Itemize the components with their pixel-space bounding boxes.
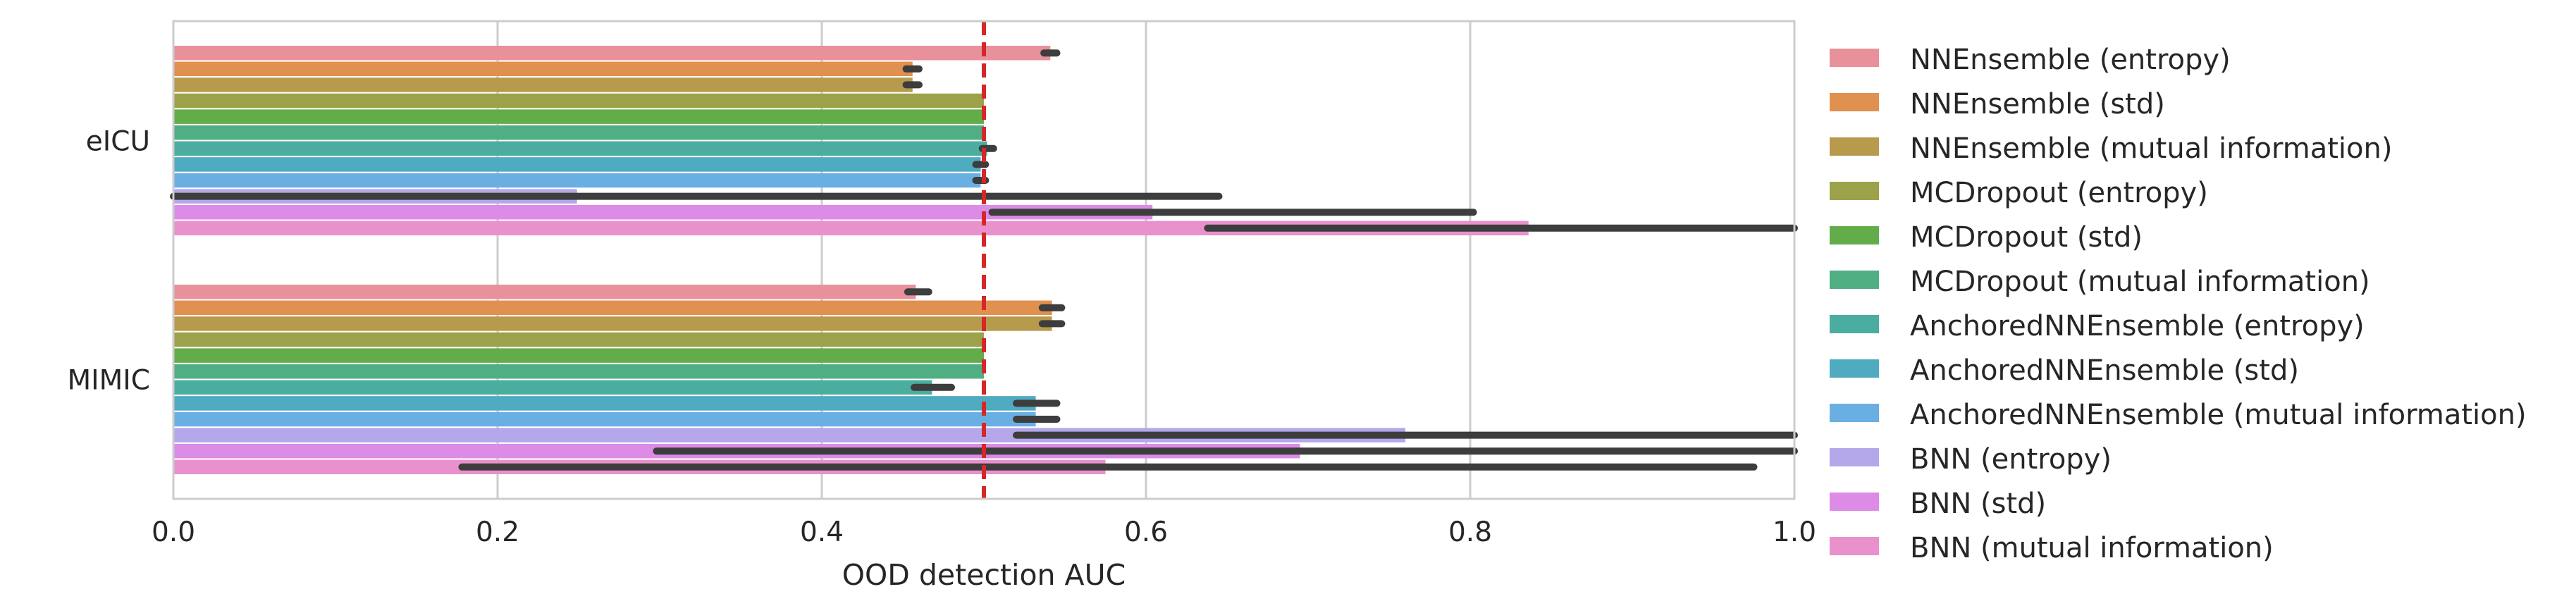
x-tick-label: 0.0 [152, 516, 195, 548]
legend-swatch [1830, 448, 1879, 466]
bar [173, 284, 916, 299]
legend-entry-label: BNN (std) [1910, 488, 2046, 520]
legend-swatch [1830, 226, 1879, 244]
legend-entry-label: BNN (mutual information) [1910, 532, 2274, 564]
legend-swatch [1830, 271, 1879, 289]
legend: NNEnsemble (entropy) NNEnsemble (std) NNEn… [1830, 44, 2527, 564]
bar [173, 364, 984, 379]
bar [173, 141, 987, 156]
legend-swatch [1830, 359, 1879, 378]
bar [173, 300, 1052, 316]
x-tick-label: 0.6 [1124, 516, 1168, 548]
bar [173, 428, 1405, 442]
bar [173, 93, 984, 109]
x-tick-label: 0.2 [476, 516, 519, 548]
legend-entry-label: MCDropout (mutual information) [1910, 266, 2370, 298]
bar [173, 316, 1052, 331]
bar [173, 204, 1153, 220]
legend-swatch [1830, 182, 1879, 200]
bar [173, 396, 1036, 411]
bar [173, 157, 981, 172]
plot-frame [172, 20, 1796, 500]
bar [173, 78, 913, 92]
legend-swatch [1830, 315, 1879, 333]
legend-entry-label: AnchoredNNEnsemble (entropy) [1910, 310, 2365, 342]
legend-entry-label: MCDropout (entropy) [1910, 177, 2208, 209]
y-category-label: eICU [86, 126, 150, 158]
bar [173, 332, 984, 347]
error-bars [170, 49, 1798, 471]
bar [173, 109, 984, 124]
bar [173, 173, 981, 188]
x-tick-label: 0.8 [1448, 516, 1492, 548]
y-category-labels: eICU MIMIC [67, 126, 150, 397]
legend-entry-label: NNEnsemble (std) [1910, 88, 2165, 120]
legend-swatch [1830, 537, 1879, 555]
legend-entry-label: NNEnsemble (entropy) [1910, 44, 2231, 76]
legend-entry-label: BNN (entropy) [1910, 443, 2112, 476]
legend-swatch [1830, 137, 1879, 156]
x-axis-label: OOD detection AUC [842, 558, 1126, 592]
bar [173, 45, 1051, 61]
legend-entry-label: AnchoredNNEnsemble (mutual information) [1910, 399, 2527, 431]
legend-swatch [1830, 404, 1879, 422]
legend-swatch [1830, 93, 1879, 111]
x-tick-label: 0.4 [800, 516, 844, 548]
bar [173, 125, 984, 140]
bar [173, 61, 913, 77]
bar-series [173, 45, 1529, 475]
legend-swatch [1830, 493, 1879, 511]
legend-entry-label: MCDropout (std) [1910, 221, 2143, 254]
bar [173, 221, 1529, 236]
bar [173, 411, 1036, 427]
legend-swatch [1830, 49, 1879, 67]
x-tick-label: 1.0 [1773, 516, 1816, 548]
legend-entry-label: NNEnsemble (mutual information) [1910, 132, 2392, 165]
legend-entry-label: AnchoredNNEnsemble (std) [1910, 354, 2299, 387]
x-tick-labels: 0.0 0.2 0.4 0.6 0.8 1.0 [152, 516, 1816, 548]
bar [173, 380, 932, 395]
bar [173, 348, 984, 363]
y-category-label: MIMIC [67, 365, 150, 397]
